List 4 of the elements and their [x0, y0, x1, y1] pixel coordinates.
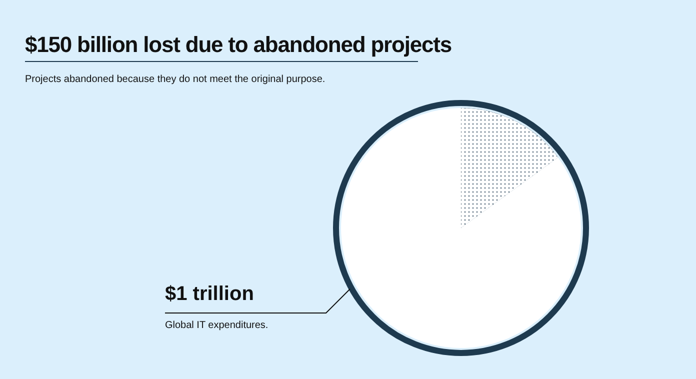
text: Projects abandoned because they do not meet the original purpose. [25, 74, 326, 85]
chart-title: $150 billion lost due to abandoned projects [25, 32, 452, 59]
text: $1 trillion [165, 283, 254, 306]
text: Global IT expenditures. [165, 320, 268, 331]
